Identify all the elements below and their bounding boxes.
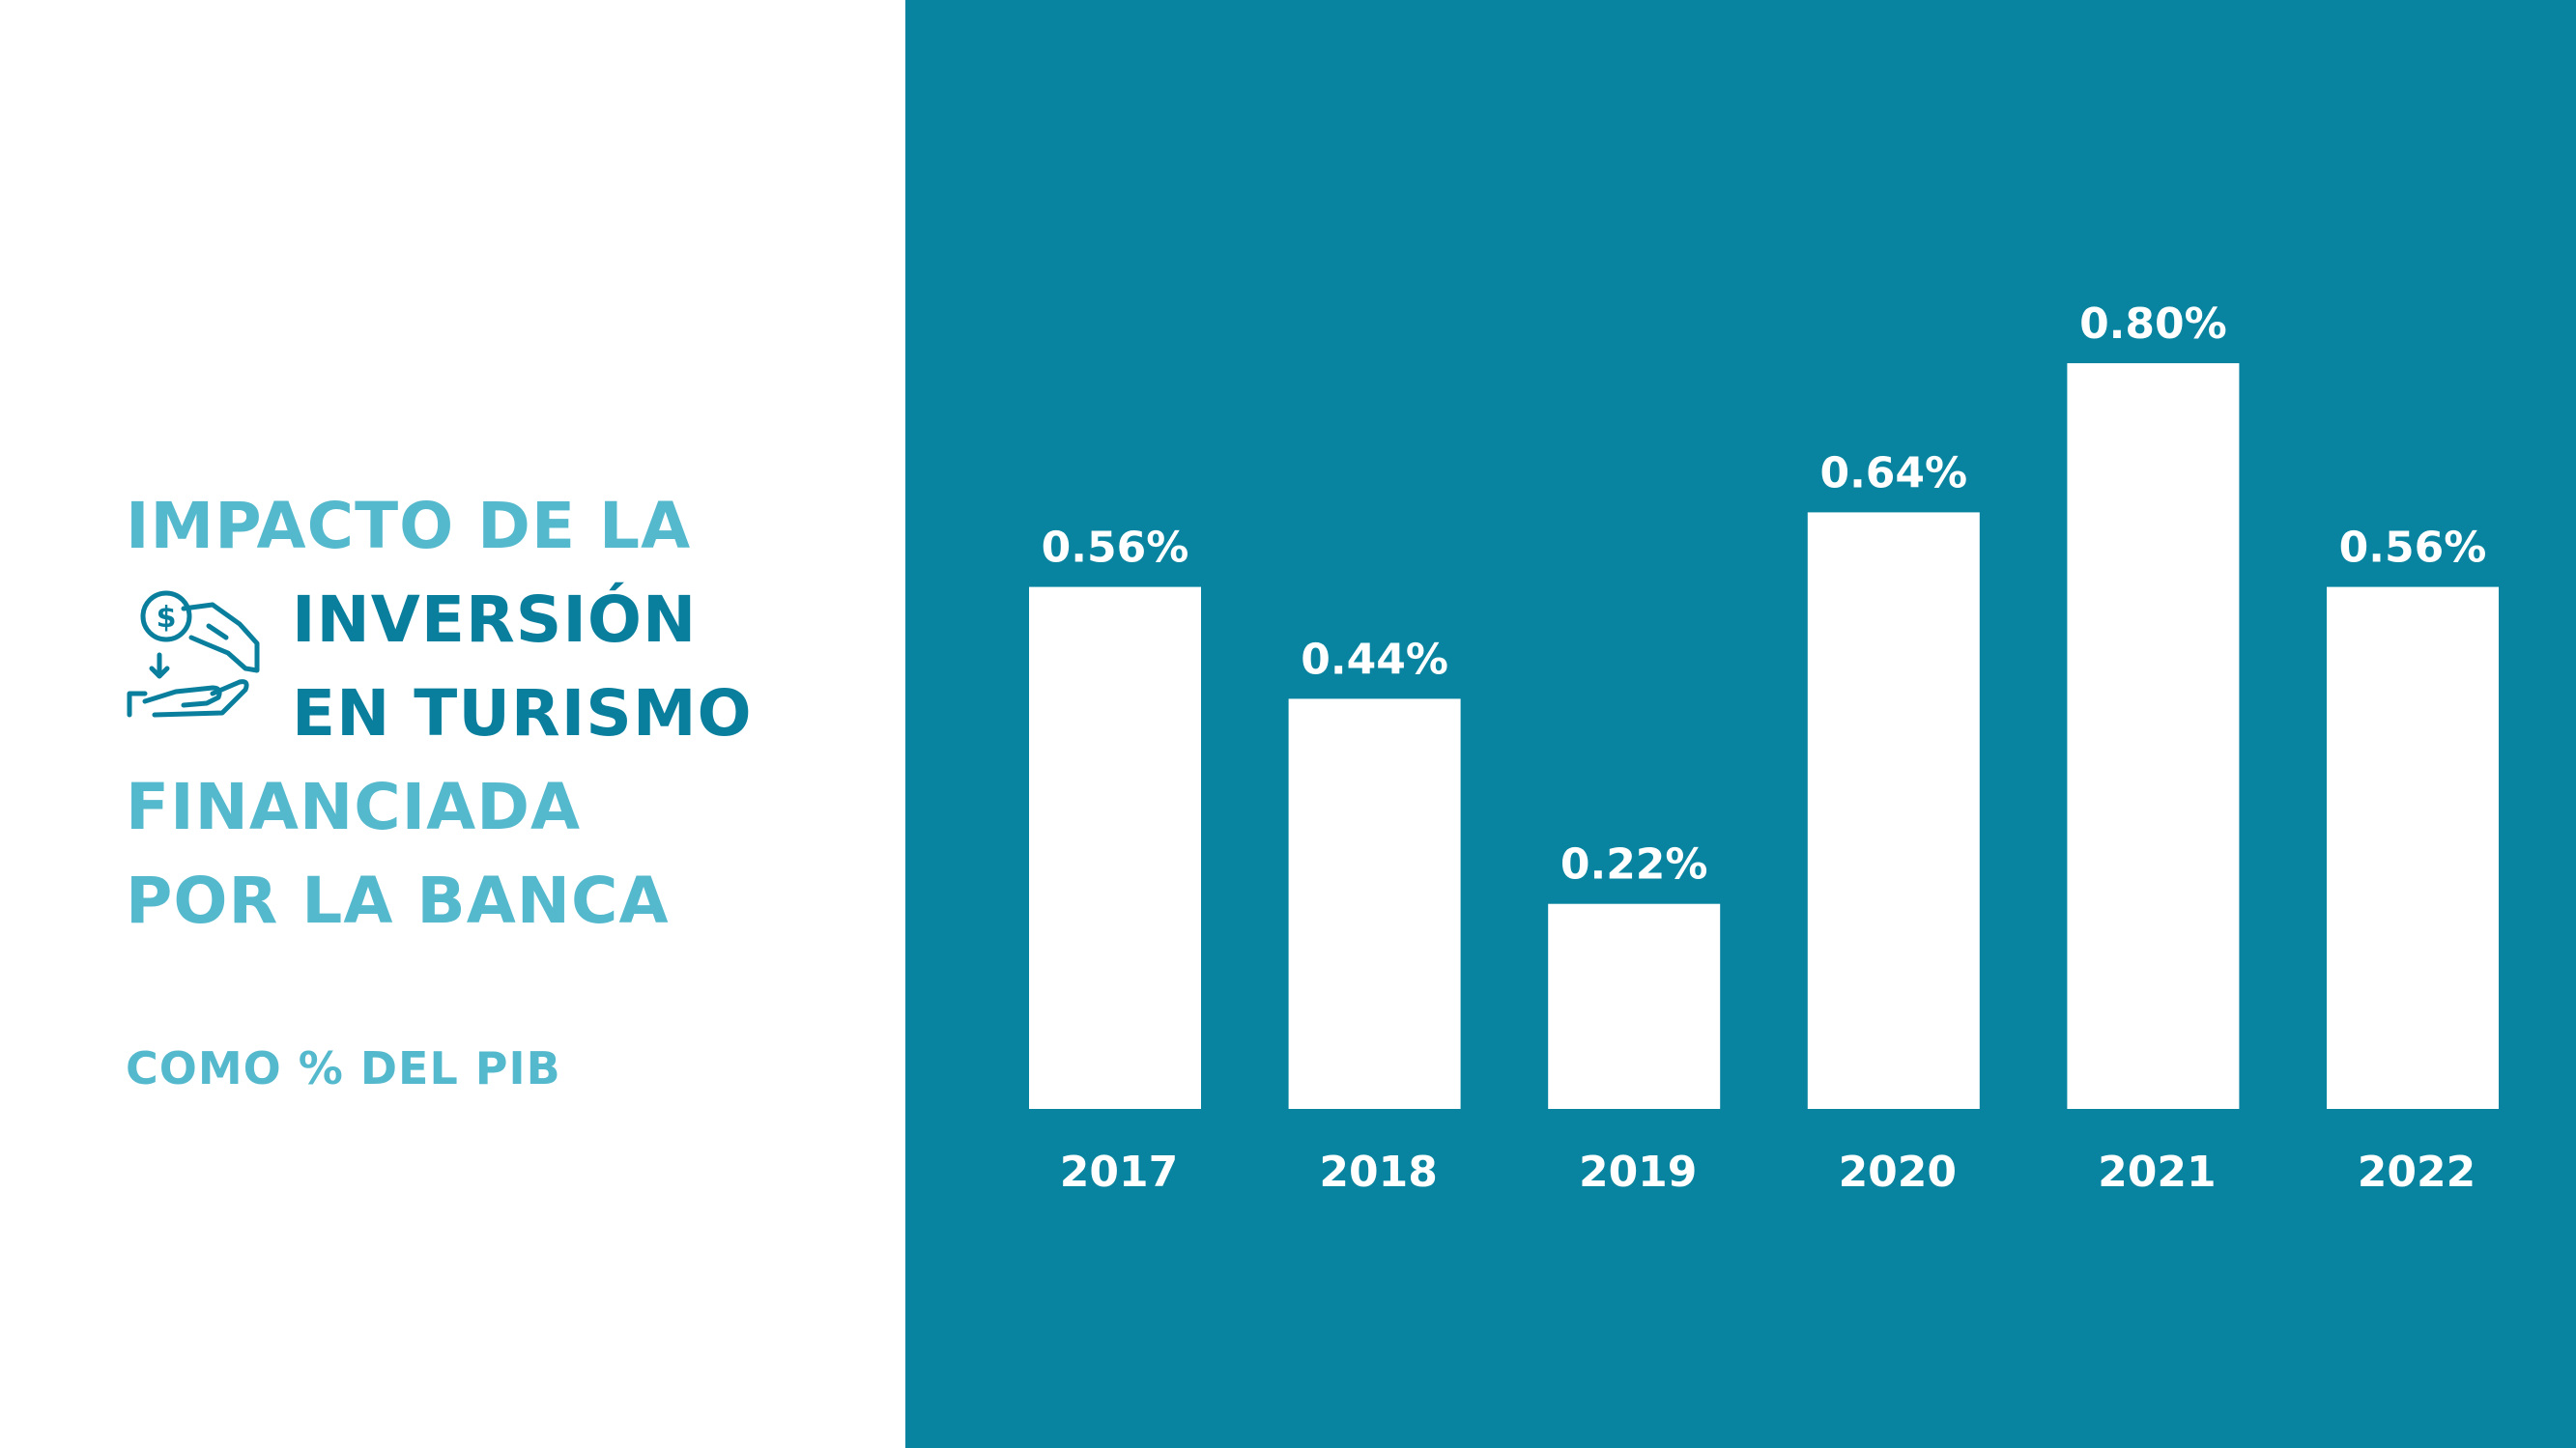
title-line-1: IMPACTO DE LA: [126, 489, 692, 563]
data-label-2019: 0.22%: [1560, 840, 1708, 890]
hand-coin-investment-icon: $: [116, 580, 271, 734]
x-tick-label-2022: 2022: [2358, 1148, 2476, 1197]
x-tick-label-2021: 2021: [2098, 1148, 2216, 1197]
title-line-4: FINANCIADA: [126, 770, 582, 844]
svg-text:$: $: [157, 601, 177, 635]
title-line-5: POR LA BANCA: [126, 864, 670, 938]
data-label-2021: 0.80%: [2079, 299, 2227, 349]
title-line-2: INVERSIÓN: [292, 582, 698, 657]
data-label-2022: 0.56%: [2339, 524, 2487, 573]
bar-2021: [2067, 363, 2240, 1109]
bar-2019: [1548, 903, 1721, 1109]
x-tick-label-2018: 2018: [1319, 1148, 1437, 1197]
title-line-3: EN TURISMO: [292, 676, 753, 751]
title-panel: IMPACTO DE LA $ INVERSIÓN EN TURISMO FIN…: [0, 0, 905, 1448]
bar-2017: [1029, 586, 1201, 1109]
data-label-2017: 0.56%: [1042, 524, 1189, 573]
x-tick-label-2020: 2020: [1839, 1148, 1957, 1197]
data-label-2018: 0.44%: [1301, 635, 1448, 684]
bar-2018: [1288, 698, 1461, 1109]
data-label-2020: 0.64%: [1819, 448, 1967, 497]
x-tick-label-2017: 2017: [1060, 1148, 1178, 1197]
x-tick-label-2019: 2019: [1579, 1148, 1697, 1197]
bar-2022: [2327, 586, 2499, 1109]
bar-2020: [1807, 512, 1980, 1109]
chart-subtitle: COMO % DEL PIB: [126, 1042, 561, 1094]
